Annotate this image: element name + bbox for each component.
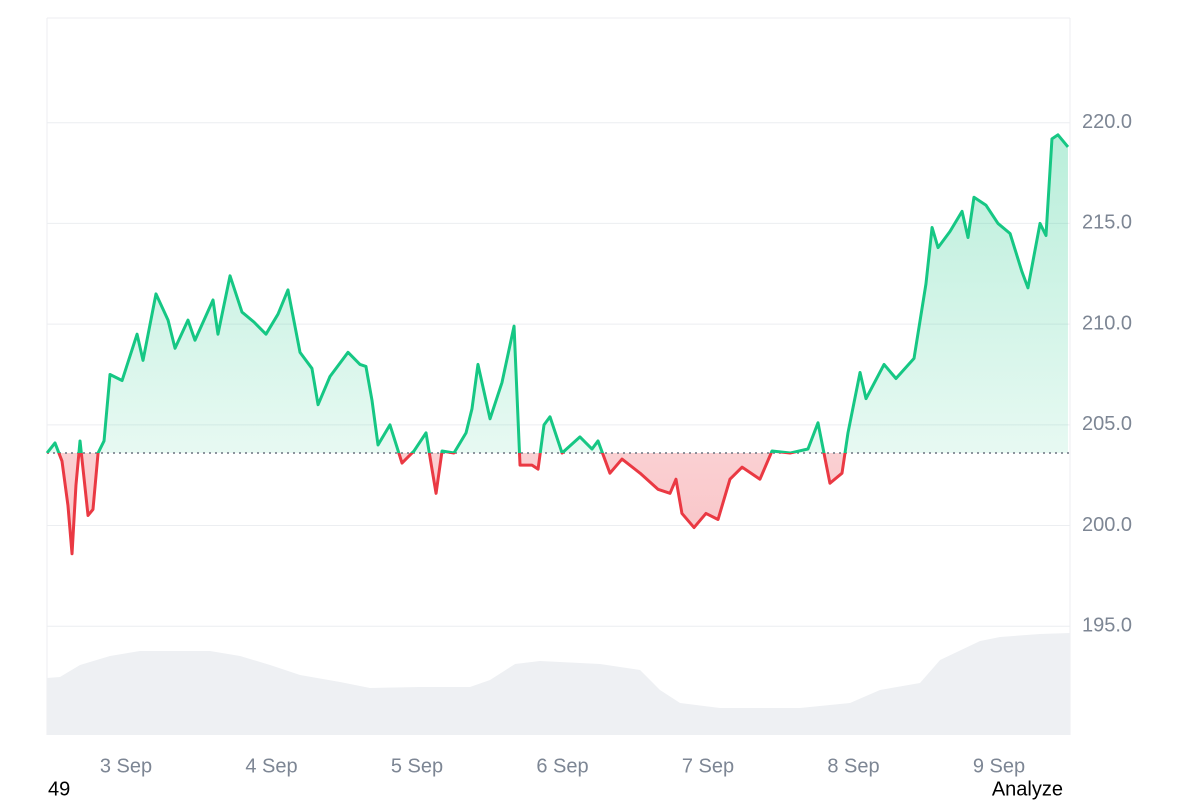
x-tick-label: 7 Sep <box>682 755 734 777</box>
price-line-up <box>45 133 1070 454</box>
x-tick-label: 6 Sep <box>536 755 588 777</box>
y-tick-label: 200.0 <box>1082 514 1132 536</box>
volume-area <box>47 633 1070 735</box>
y-tick-label: 220.0 <box>1082 111 1132 133</box>
x-tick-label: 9 Sep <box>973 755 1025 777</box>
x-tick-label: 4 Sep <box>245 755 297 777</box>
footer-left: 49 <box>48 778 70 800</box>
y-tick-label: 210.0 <box>1082 312 1132 334</box>
x-tick-label: 8 Sep <box>827 755 879 777</box>
area-up <box>47 134 1068 454</box>
y-tick-label: 215.0 <box>1082 212 1132 234</box>
footer-right[interactable]: Analyze <box>992 778 1063 800</box>
x-tick-label: 5 Sep <box>391 755 443 777</box>
y-tick-label: 205.0 <box>1082 413 1132 435</box>
y-tick-label: 195.0 <box>1082 615 1132 637</box>
x-tick-label: 3 Sep <box>100 755 152 777</box>
